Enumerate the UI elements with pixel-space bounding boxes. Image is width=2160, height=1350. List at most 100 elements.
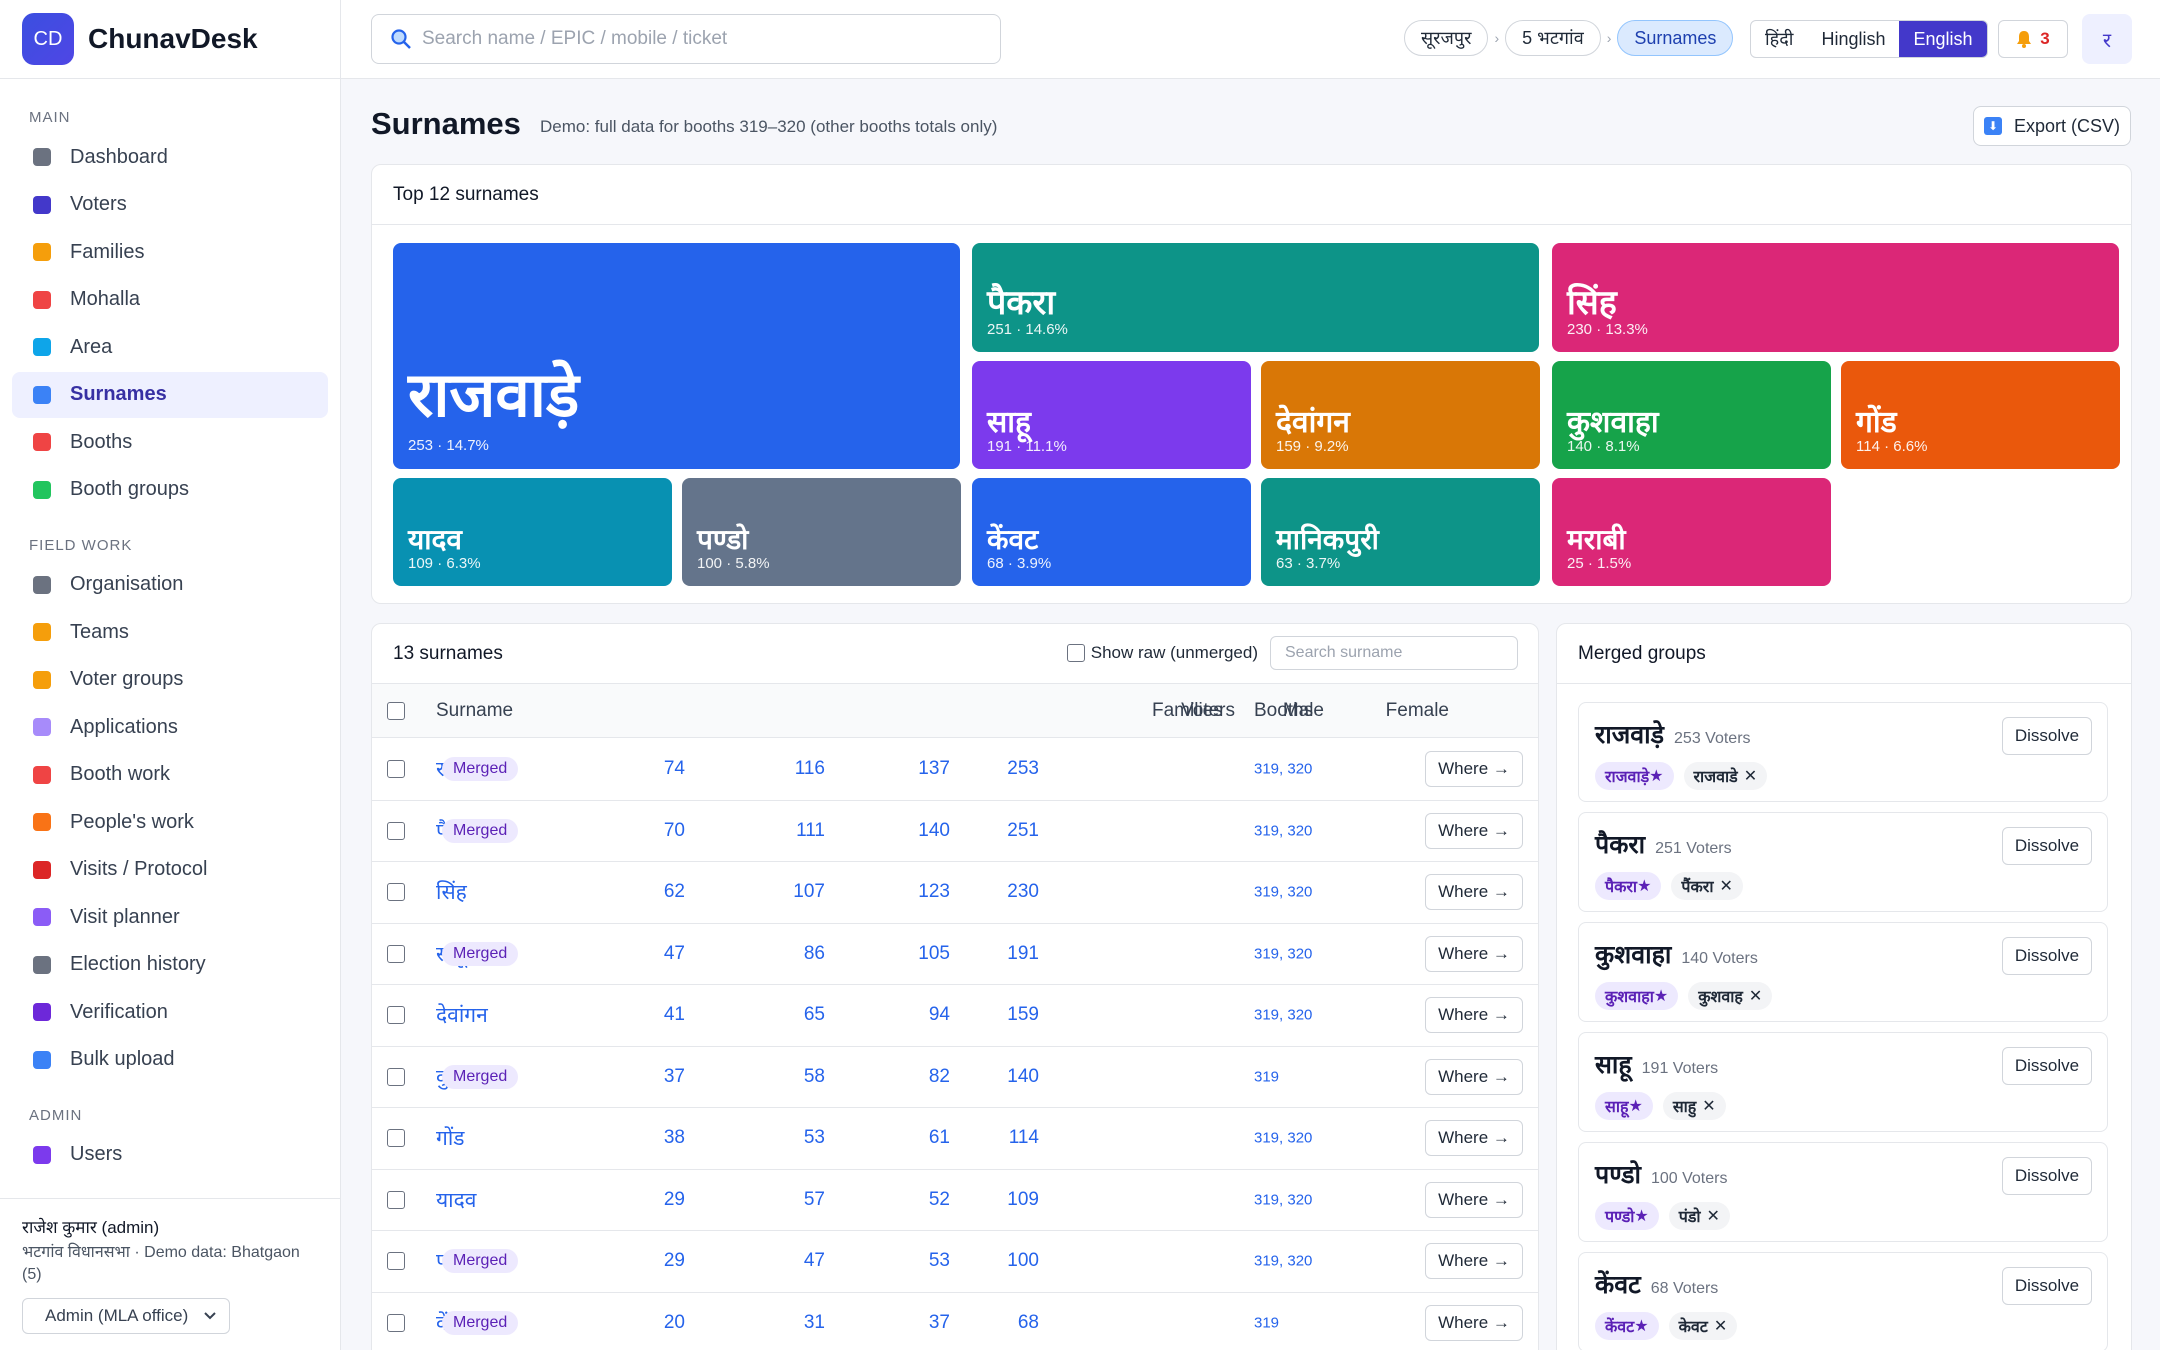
row-checkbox[interactable] <box>387 1190 405 1209</box>
male-cell[interactable]: 52 <box>928 1188 950 1210</box>
treemap-tile[interactable]: गोंड 114 · 6.6% <box>1841 361 2120 469</box>
families-cell[interactable]: 41 <box>663 1004 685 1026</box>
col-voters[interactable]: Voters <box>1181 699 1235 721</box>
female-cell[interactable]: 58 <box>803 1065 825 1087</box>
families-cell[interactable]: 38 <box>663 1127 685 1149</box>
booths-cell[interactable]: 319, 320 <box>1254 1191 1313 1209</box>
sidebar-item-mohalla[interactable]: Mohalla <box>12 277 328 323</box>
row-checkbox[interactable] <box>387 1067 405 1086</box>
where-button[interactable]: Where → <box>1425 1243 1523 1280</box>
booths-cell[interactable]: 319 <box>1254 1068 1280 1086</box>
treemap-tile[interactable]: मानिकपुरी 63 · 3.7% <box>1261 478 1540 586</box>
sidebar-item-election-history[interactable]: Election history <box>12 942 328 988</box>
voters-cell[interactable]: 68 <box>1017 1311 1039 1333</box>
remove-variant-icon[interactable]: ✕ <box>1706 1208 1720 1225</box>
sidebar-item-families[interactable]: Families <box>12 229 328 275</box>
booths-cell[interactable]: 319, 320 <box>1254 883 1313 901</box>
select-all-checkbox[interactable] <box>387 701 405 720</box>
remove-variant-icon[interactable]: ✕ <box>1743 768 1758 785</box>
male-cell[interactable]: 105 <box>918 942 950 964</box>
export-csv-button[interactable]: ⬇ Export (CSV) <box>1973 106 2131 146</box>
families-cell[interactable]: 20 <box>663 1311 685 1333</box>
dissolve-button[interactable]: Dissolve <box>2002 937 2092 975</box>
female-cell[interactable]: 86 <box>803 942 825 964</box>
where-button[interactable]: Where → <box>1425 812 1523 849</box>
dissolve-button[interactable]: Dissolve <box>2002 1047 2092 1085</box>
families-cell[interactable]: 74 <box>663 758 685 780</box>
treemap-tile[interactable]: पैकरा 251 · 14.6% <box>972 243 1539 352</box>
row-checkbox[interactable] <box>387 883 405 902</box>
col-surname[interactable]: Surname <box>436 699 514 721</box>
sidebar-item-verification[interactable]: Verification <box>12 989 328 1035</box>
sidebar-item-users[interactable]: Users <box>12 1132 328 1178</box>
col-female[interactable]: Female <box>1385 699 1449 721</box>
col-male[interactable]: Male <box>1282 699 1324 721</box>
treemap-tile[interactable]: राजवाड़े 253 · 14.7% <box>393 243 960 469</box>
where-button[interactable]: Where → <box>1425 1304 1523 1341</box>
sidebar-item-applications[interactable]: Applications <box>12 704 328 750</box>
sidebar-item-people-s-work[interactable]: People's work <box>12 799 328 845</box>
families-cell[interactable]: 29 <box>663 1250 685 1272</box>
voters-cell[interactable]: 251 <box>1007 819 1039 841</box>
sidebar-item-visits-protocol[interactable]: Visits / Protocol <box>12 847 328 893</box>
where-button[interactable]: Where → <box>1425 1181 1523 1218</box>
treemap-tile[interactable]: पण्डो 100 · 5.8% <box>682 478 961 586</box>
dissolve-button[interactable]: Dissolve <box>2002 1157 2092 1195</box>
sidebar-item-bulk-upload[interactable]: Bulk upload <box>12 1037 328 1083</box>
male-cell[interactable]: 61 <box>928 1127 950 1149</box>
dissolve-button[interactable]: Dissolve <box>2002 717 2092 755</box>
sidebar-item-booths[interactable]: Booths <box>12 419 328 465</box>
notifications-button[interactable]: 3 <box>1998 20 2068 58</box>
lang-hinglish[interactable]: Hinglish <box>1821 28 1886 49</box>
booths-cell[interactable]: 319, 320 <box>1254 945 1313 963</box>
male-cell[interactable]: 94 <box>928 1004 950 1026</box>
voters-cell[interactable]: 109 <box>1007 1188 1039 1210</box>
female-cell[interactable]: 107 <box>793 881 825 903</box>
where-button[interactable]: Where → <box>1425 751 1523 788</box>
search-input[interactable] <box>422 28 982 50</box>
row-checkbox[interactable] <box>387 1252 405 1271</box>
booths-cell[interactable]: 319, 320 <box>1254 1252 1313 1270</box>
sidebar-item-area[interactable]: Area <box>12 324 328 370</box>
female-cell[interactable]: 111 <box>796 819 825 841</box>
show-raw-toggle[interactable]: Show raw (unmerged) <box>1066 643 1258 663</box>
male-cell[interactable]: 123 <box>918 881 950 903</box>
surname-link[interactable]: सिंह <box>436 881 467 905</box>
row-checkbox[interactable] <box>387 1006 405 1025</box>
row-checkbox[interactable] <box>387 1313 405 1332</box>
remove-variant-icon[interactable]: ✕ <box>1719 878 1733 895</box>
avatar[interactable]: र <box>2082 14 2132 64</box>
male-cell[interactable]: 140 <box>918 819 950 841</box>
voters-cell[interactable]: 159 <box>1007 1004 1039 1026</box>
lang-hindi[interactable]: हिंदी <box>1765 29 1794 49</box>
where-button[interactable]: Where → <box>1425 874 1523 911</box>
male-cell[interactable]: 53 <box>928 1250 950 1272</box>
female-cell[interactable]: 47 <box>803 1250 825 1272</box>
dissolve-button[interactable]: Dissolve <box>2002 827 2092 865</box>
sidebar-item-voters[interactable]: Voters <box>12 182 328 228</box>
voters-cell[interactable]: 140 <box>1007 1065 1039 1087</box>
surname-search-input[interactable] <box>1270 636 1518 670</box>
booths-cell[interactable]: 319, 320 <box>1254 760 1313 778</box>
treemap-tile[interactable]: केंवट 68 · 3.9% <box>972 478 1251 586</box>
surname-link[interactable]: यादव <box>436 1188 477 1212</box>
global-search[interactable] <box>371 14 1001 64</box>
treemap-tile[interactable]: मराबी 25 · 1.5% <box>1552 478 1831 586</box>
surname-link[interactable]: देवांगन <box>436 1004 488 1028</box>
sidebar-item-booth-groups[interactable]: Booth groups <box>12 467 328 513</box>
row-checkbox[interactable] <box>387 1129 405 1148</box>
families-cell[interactable]: 62 <box>663 881 685 903</box>
remove-variant-icon[interactable]: ✕ <box>1713 1318 1728 1335</box>
row-checkbox[interactable] <box>387 821 405 840</box>
row-checkbox[interactable] <box>387 944 405 963</box>
families-cell[interactable]: 29 <box>663 1188 685 1210</box>
voters-cell[interactable]: 100 <box>1007 1250 1039 1272</box>
male-cell[interactable]: 37 <box>928 1311 950 1333</box>
crumb-constituency[interactable]: 5 भटगांव <box>1505 20 1601 56</box>
brand[interactable]: CD ChunavDesk <box>0 0 340 79</box>
booths-cell[interactable]: 319, 320 <box>1254 1129 1313 1147</box>
sidebar-item-dashboard[interactable]: Dashboard <box>12 134 328 180</box>
male-cell[interactable]: 82 <box>928 1065 950 1087</box>
female-cell[interactable]: 116 <box>794 758 825 780</box>
male-cell[interactable]: 137 <box>918 758 950 780</box>
